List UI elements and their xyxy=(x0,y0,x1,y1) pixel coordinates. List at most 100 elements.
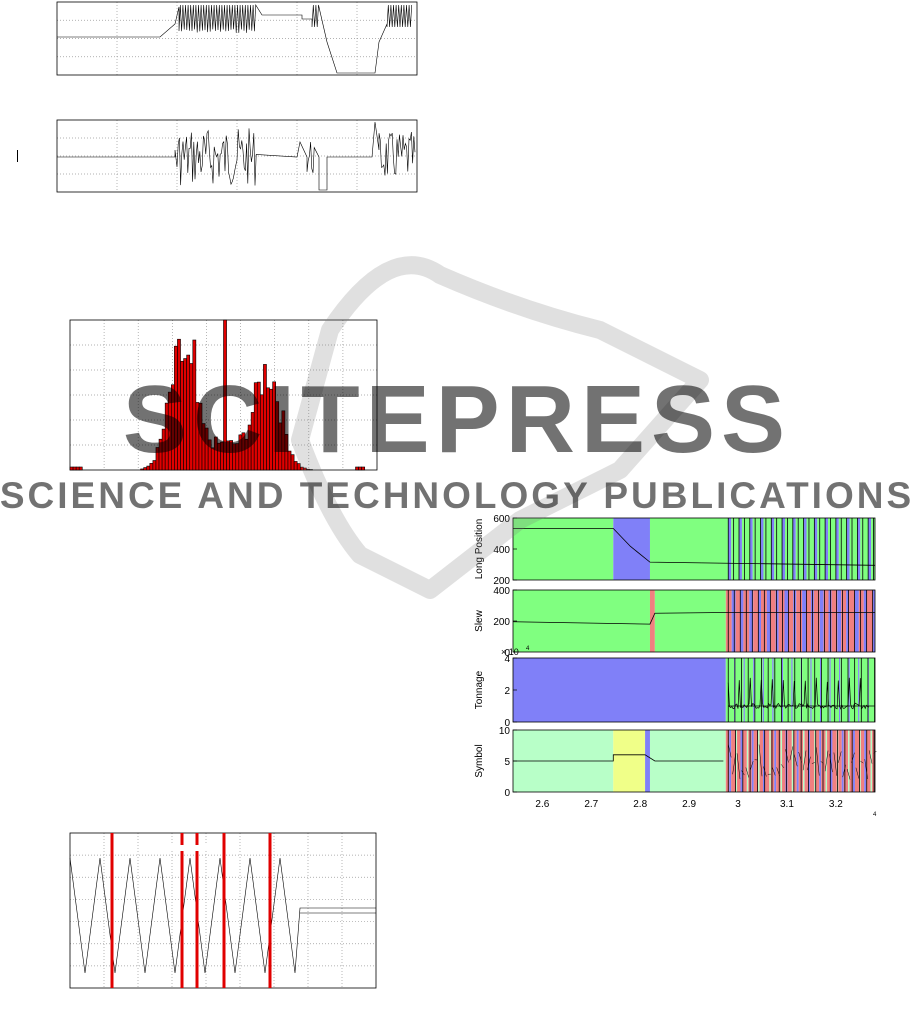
state-band xyxy=(740,730,743,792)
y-tick-label: 10 xyxy=(499,726,511,737)
y-tick-label: 200 xyxy=(493,576,510,587)
series-line xyxy=(513,528,876,566)
state-band xyxy=(513,518,614,580)
state-band xyxy=(848,658,850,722)
y-axis-label: Tonnage xyxy=(474,670,485,709)
y-exponent-power: 4 xyxy=(526,646,530,652)
state-band xyxy=(763,518,772,580)
state-band xyxy=(863,590,867,652)
histogram-bar xyxy=(309,469,313,471)
state-band xyxy=(791,658,793,722)
state-band xyxy=(849,730,853,792)
state-band xyxy=(753,658,755,722)
histogram-bar xyxy=(303,467,307,471)
plot-frame xyxy=(56,119,418,193)
state-band xyxy=(841,730,844,792)
x-exponent: 4 xyxy=(873,812,877,818)
state-band xyxy=(819,658,822,722)
state-band xyxy=(857,518,861,580)
state-band xyxy=(814,518,818,580)
state-band xyxy=(742,730,747,792)
state-band xyxy=(859,730,861,792)
histogram-bar xyxy=(75,466,80,471)
state-band xyxy=(613,518,650,580)
state-band xyxy=(791,730,794,792)
state-band xyxy=(841,590,847,652)
state-band xyxy=(775,590,779,652)
histogram-bar xyxy=(192,339,197,471)
state-band xyxy=(762,730,765,792)
series-line xyxy=(798,752,802,763)
state-band xyxy=(838,730,842,792)
state-band xyxy=(827,730,831,792)
series-line xyxy=(807,756,811,771)
histogram-bar xyxy=(140,468,144,471)
state-band xyxy=(828,590,832,652)
histogram-bar xyxy=(256,381,261,471)
state-band xyxy=(858,658,860,722)
histogram-bar xyxy=(146,465,151,471)
histogram-bar xyxy=(72,466,77,471)
histogram-bar xyxy=(229,440,234,471)
marker-gap xyxy=(170,845,220,851)
state-band xyxy=(753,590,759,652)
series-line xyxy=(846,768,851,780)
state-band xyxy=(860,730,865,792)
state-band xyxy=(828,518,836,580)
state-band xyxy=(825,518,829,580)
state-band xyxy=(793,730,797,792)
state-band xyxy=(831,590,838,652)
state-band xyxy=(792,518,796,580)
subplot-4: 0 5 10 Symbol xyxy=(474,726,877,799)
state-band xyxy=(774,730,777,792)
histogram-bar xyxy=(293,461,298,471)
signal-line xyxy=(57,4,412,74)
y-tick-label: 0 xyxy=(504,788,510,799)
state-band xyxy=(770,730,775,792)
state-band xyxy=(795,518,804,580)
series-line xyxy=(727,677,869,710)
state-band xyxy=(740,590,744,652)
state-band xyxy=(782,730,786,792)
state-band xyxy=(840,658,849,722)
series-line xyxy=(736,753,741,780)
histogram-bar xyxy=(278,422,283,471)
state-band xyxy=(760,518,764,580)
state-band xyxy=(782,518,785,580)
y-tick-label: 200 xyxy=(493,617,510,628)
state-band xyxy=(787,730,792,792)
state-band xyxy=(849,518,858,580)
state-band xyxy=(849,658,859,722)
state-band xyxy=(739,518,742,580)
state-band xyxy=(776,730,781,792)
histogram-bar xyxy=(223,319,227,471)
state-band xyxy=(813,590,820,652)
state-band xyxy=(773,658,782,722)
state-band xyxy=(837,590,842,652)
histogram-bar xyxy=(260,394,264,471)
y-exponent: × 10 xyxy=(501,647,519,657)
state-band xyxy=(613,730,646,792)
state-band xyxy=(783,658,792,722)
y-tick-label: 600 xyxy=(493,514,510,525)
series-line xyxy=(789,746,794,761)
state-band xyxy=(803,518,807,580)
histogram-bar xyxy=(158,438,163,471)
state-band xyxy=(823,590,829,652)
state-band xyxy=(752,518,761,580)
histogram-bar xyxy=(306,468,310,471)
histogram-bar xyxy=(217,442,221,471)
histogram-bar xyxy=(226,440,230,471)
histogram-bar xyxy=(177,338,181,471)
y-tick-label: 0 xyxy=(504,718,510,729)
state-band xyxy=(859,658,868,722)
series-line xyxy=(868,750,873,764)
event-marker xyxy=(222,833,226,988)
histogram-bar xyxy=(296,463,301,471)
state-band xyxy=(759,730,763,792)
state-band xyxy=(758,590,762,652)
y-tick-label: 400 xyxy=(493,545,510,556)
histogram-bar xyxy=(241,432,246,471)
subplot-2: 0 200 400 Slew xyxy=(474,586,876,659)
histogram-bar xyxy=(269,388,273,471)
